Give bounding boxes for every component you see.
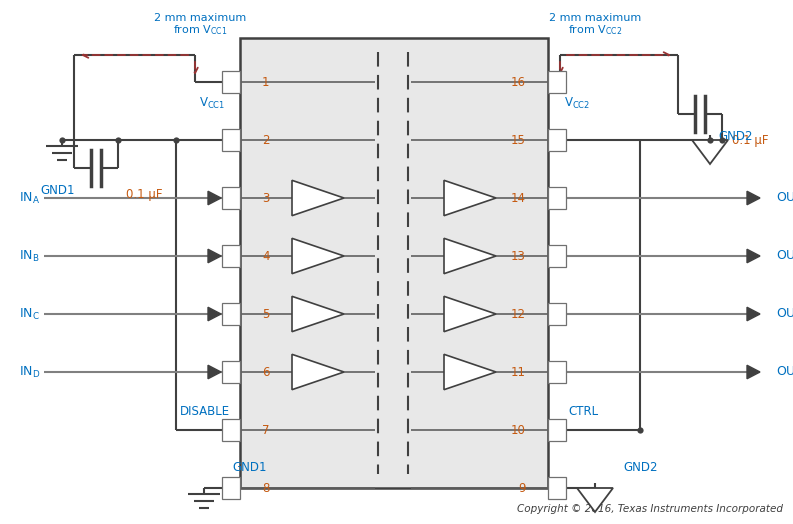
Text: CTRL: CTRL bbox=[568, 405, 598, 418]
Polygon shape bbox=[208, 365, 221, 379]
Text: GND2: GND2 bbox=[718, 129, 753, 143]
Polygon shape bbox=[747, 365, 760, 379]
Polygon shape bbox=[747, 191, 760, 205]
Text: 15: 15 bbox=[511, 134, 526, 147]
Polygon shape bbox=[208, 191, 221, 205]
Polygon shape bbox=[747, 249, 760, 263]
Text: V$_{\mathrm{CC1}}$: V$_{\mathrm{CC1}}$ bbox=[199, 96, 225, 111]
Text: GND1: GND1 bbox=[40, 184, 75, 197]
Text: OUT$_{\mathrm{D}}$: OUT$_{\mathrm{D}}$ bbox=[776, 365, 793, 379]
Text: 14: 14 bbox=[511, 191, 526, 204]
Bar bbox=[222, 419, 240, 441]
Polygon shape bbox=[747, 307, 760, 321]
Bar bbox=[548, 187, 566, 209]
Bar bbox=[548, 419, 566, 441]
Bar bbox=[548, 361, 566, 383]
Text: 16: 16 bbox=[511, 75, 526, 89]
Bar bbox=[222, 477, 240, 499]
Polygon shape bbox=[444, 296, 496, 332]
Text: 12: 12 bbox=[511, 308, 526, 321]
Text: 2: 2 bbox=[262, 134, 270, 147]
Text: GND2: GND2 bbox=[623, 461, 657, 474]
Text: from V$_{\mathrm{CC2}}$: from V$_{\mathrm{CC2}}$ bbox=[568, 23, 623, 37]
Polygon shape bbox=[208, 249, 221, 263]
Polygon shape bbox=[444, 180, 496, 216]
Polygon shape bbox=[692, 140, 728, 164]
Text: OUT$_{\mathrm{B}}$: OUT$_{\mathrm{B}}$ bbox=[776, 248, 793, 264]
Text: Copyright © 2016, Texas Instruments Incorporated: Copyright © 2016, Texas Instruments Inco… bbox=[517, 504, 783, 514]
Bar bbox=[548, 245, 566, 267]
Text: 0.1 μF: 0.1 μF bbox=[732, 134, 768, 147]
Text: IN$_{\mathrm{A}}$: IN$_{\mathrm{A}}$ bbox=[19, 190, 40, 205]
Polygon shape bbox=[292, 238, 344, 274]
Text: GND1: GND1 bbox=[232, 461, 266, 474]
Text: 1: 1 bbox=[262, 75, 270, 89]
Text: OUT$_{\mathrm{C}}$: OUT$_{\mathrm{C}}$ bbox=[776, 307, 793, 322]
Text: 0.1 μF: 0.1 μF bbox=[126, 188, 163, 201]
Text: 2 mm maximum: 2 mm maximum bbox=[549, 13, 641, 23]
Text: IN$_{\mathrm{C}}$: IN$_{\mathrm{C}}$ bbox=[19, 307, 40, 322]
Text: 5: 5 bbox=[262, 308, 270, 321]
Text: 9: 9 bbox=[519, 482, 526, 495]
Text: 2 mm maximum: 2 mm maximum bbox=[154, 13, 246, 23]
Bar bbox=[548, 129, 566, 151]
Bar bbox=[548, 303, 566, 325]
Text: IN$_{\mathrm{B}}$: IN$_{\mathrm{B}}$ bbox=[20, 248, 40, 264]
Bar bbox=[222, 361, 240, 383]
Text: 6: 6 bbox=[262, 366, 270, 378]
Polygon shape bbox=[292, 180, 344, 216]
Bar bbox=[240, 38, 548, 488]
Text: 3: 3 bbox=[262, 191, 270, 204]
Bar bbox=[222, 71, 240, 93]
Bar bbox=[548, 71, 566, 93]
Bar bbox=[222, 129, 240, 151]
Text: DISABLE: DISABLE bbox=[180, 405, 230, 418]
Polygon shape bbox=[208, 307, 221, 321]
Text: 11: 11 bbox=[511, 366, 526, 378]
Polygon shape bbox=[444, 354, 496, 390]
Text: 8: 8 bbox=[262, 482, 270, 495]
Text: IN$_{\mathrm{D}}$: IN$_{\mathrm{D}}$ bbox=[18, 365, 40, 379]
Text: OUT$_{\mathrm{A}}$: OUT$_{\mathrm{A}}$ bbox=[776, 190, 793, 205]
Bar bbox=[548, 477, 566, 499]
Text: 13: 13 bbox=[511, 249, 526, 263]
Text: 10: 10 bbox=[511, 423, 526, 436]
Polygon shape bbox=[292, 354, 344, 390]
Text: 4: 4 bbox=[262, 249, 270, 263]
Polygon shape bbox=[577, 488, 613, 512]
Polygon shape bbox=[444, 238, 496, 274]
Bar bbox=[222, 245, 240, 267]
Bar bbox=[222, 187, 240, 209]
Text: 7: 7 bbox=[262, 423, 270, 436]
Polygon shape bbox=[292, 296, 344, 332]
Text: V$_{\mathrm{CC2}}$: V$_{\mathrm{CC2}}$ bbox=[564, 96, 590, 111]
Text: from V$_{\mathrm{CC1}}$: from V$_{\mathrm{CC1}}$ bbox=[173, 23, 228, 37]
Bar bbox=[222, 303, 240, 325]
